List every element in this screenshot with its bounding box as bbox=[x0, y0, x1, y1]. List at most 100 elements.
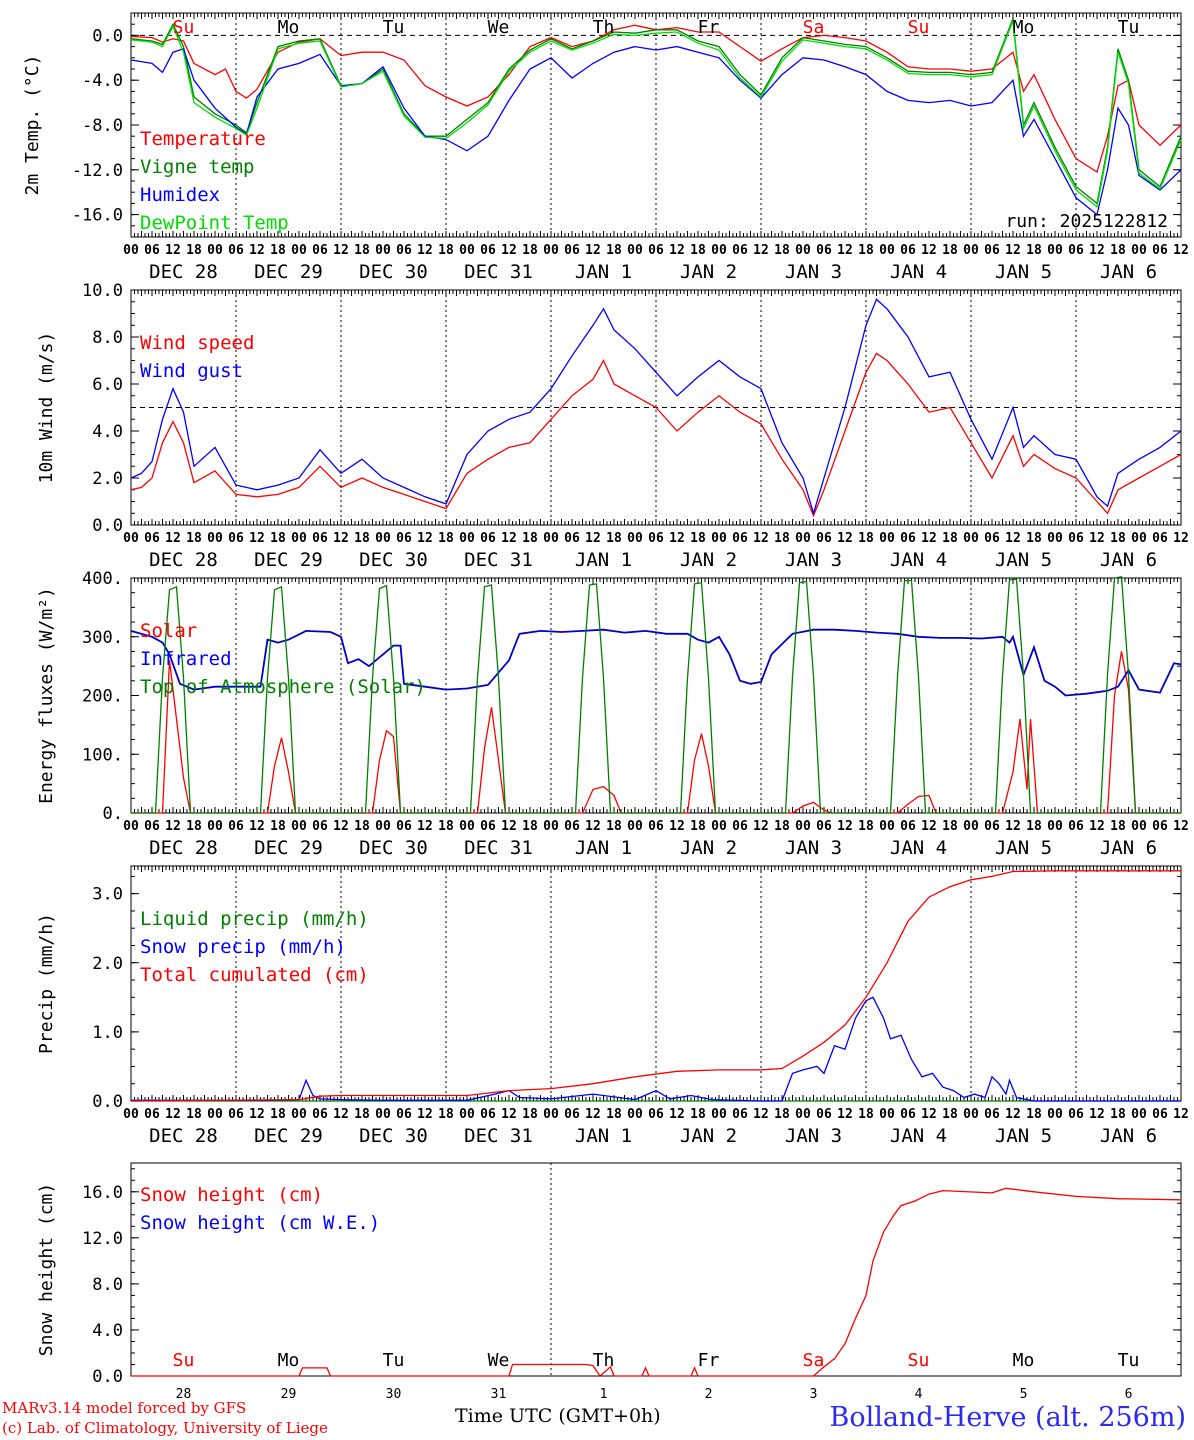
x-date-label: JAN 6 bbox=[1100, 837, 1157, 859]
x-hour-label: 12 bbox=[669, 243, 685, 258]
x-date-label: DEC 29 bbox=[254, 1125, 323, 1147]
x-date-label: JAN 3 bbox=[785, 549, 842, 571]
x-date-label: JAN 1 bbox=[575, 1125, 632, 1147]
y-tick-label: 2.0 bbox=[92, 469, 123, 489]
y-axis-label: 2m Temp. (°C) bbox=[22, 55, 43, 196]
weekday-label: Tu bbox=[1118, 1350, 1140, 1371]
x-hour-label: 00 bbox=[207, 819, 223, 834]
weekday-label: Fr bbox=[698, 1350, 720, 1371]
x-hour-label: 00 bbox=[795, 819, 811, 834]
x-hour-label: 06 bbox=[900, 531, 916, 546]
x-hour-label: 06 bbox=[984, 1107, 1000, 1122]
x-date-label: JAN 6 bbox=[1100, 1125, 1157, 1147]
x-hour-label: 06 bbox=[900, 819, 916, 834]
x-hour-label: 12 bbox=[1173, 243, 1189, 258]
x-hour-label: 12 bbox=[921, 531, 937, 546]
x-hour-label: 06 bbox=[312, 531, 328, 546]
y-tick-label: 3.0 bbox=[92, 885, 123, 905]
x-hour-label: 18 bbox=[270, 531, 286, 546]
x-day-number: 4 bbox=[915, 1387, 923, 1400]
x-hour-label: 12 bbox=[501, 531, 517, 546]
x-hour-label: 12 bbox=[921, 1107, 937, 1122]
weekday-label: Mo bbox=[278, 17, 300, 38]
x-day-number: 31 bbox=[491, 1387, 507, 1400]
x-hour-label: 06 bbox=[732, 819, 748, 834]
x-hour-label: 00 bbox=[207, 243, 223, 258]
x-date-label: JAN 5 bbox=[995, 261, 1052, 283]
x-hour-label: 06 bbox=[228, 243, 244, 258]
series-line-top-of-atmosphere-solar- bbox=[131, 576, 1181, 814]
legend-entry: Solar bbox=[140, 620, 197, 642]
x-hour-label: 00 bbox=[1047, 1107, 1063, 1122]
y-tick-label: 2.0 bbox=[92, 954, 123, 974]
x-hour-label: 18 bbox=[606, 243, 622, 258]
x-hour-label: 18 bbox=[438, 531, 454, 546]
model-credit-line2: (c) Lab. of Climatology, University of L… bbox=[2, 1419, 328, 1437]
x-hour-label: 18 bbox=[774, 819, 790, 834]
x-date-label: DEC 28 bbox=[149, 261, 218, 283]
legend-entry: Humidex bbox=[140, 184, 220, 206]
x-hour-label: 12 bbox=[333, 531, 349, 546]
x-day-number: 28 bbox=[176, 1387, 192, 1400]
x-hour-label: 00 bbox=[795, 531, 811, 546]
x-hour-label: 06 bbox=[396, 243, 412, 258]
x-hour-label: 18 bbox=[354, 531, 370, 546]
y-tick-label: 16.0 bbox=[82, 1183, 123, 1203]
x-hour-label: 00 bbox=[543, 819, 559, 834]
weekday-label: We bbox=[488, 17, 510, 38]
x-hour-label: 06 bbox=[648, 1107, 664, 1122]
x-date-label: DEC 28 bbox=[149, 1125, 218, 1147]
x-hour-label: 06 bbox=[816, 243, 832, 258]
x-hour-label: 18 bbox=[438, 243, 454, 258]
weekday-label: Su bbox=[173, 17, 195, 38]
series-line-dewpoint-temp bbox=[130, 20, 1182, 208]
x-hour-label: 18 bbox=[438, 819, 454, 834]
y-tick-label: 0.0 bbox=[92, 26, 123, 46]
x-hour-label: 18 bbox=[1026, 531, 1042, 546]
x-hour-label: 18 bbox=[270, 243, 286, 258]
x-hour-label: 18 bbox=[270, 819, 286, 834]
y-tick-label: 8.0 bbox=[92, 328, 123, 348]
x-hour-label: 00 bbox=[879, 819, 895, 834]
x-hour-label: 12 bbox=[837, 243, 853, 258]
x-date-label: DEC 30 bbox=[359, 549, 428, 571]
weekday-label: Mo bbox=[1013, 1350, 1035, 1371]
x-hour-label: 18 bbox=[858, 819, 874, 834]
x-hour-label: 00 bbox=[795, 243, 811, 258]
x-hour-label: 12 bbox=[333, 819, 349, 834]
y-tick-label: 100. bbox=[82, 745, 123, 765]
panel-3: 0. 100. 200. 300. 400. Energy fluxes (W/m²) So… bbox=[36, 569, 1189, 859]
x-date-label: DEC 31 bbox=[464, 1125, 533, 1147]
x-hour-label: 00 bbox=[123, 531, 139, 546]
x-hour-label: 12 bbox=[753, 531, 769, 546]
series-line-snow-height-cm- bbox=[131, 1187, 1182, 1377]
weekday-label: Fr bbox=[698, 17, 720, 38]
x-hour-label: 12 bbox=[753, 243, 769, 258]
weekday-label: Su bbox=[908, 17, 930, 38]
x-hour-label: 00 bbox=[627, 819, 643, 834]
weekday-label: Su bbox=[908, 1350, 930, 1371]
model-credit: MARv3.14 model forced by GFS (c) Lab. of… bbox=[2, 1398, 328, 1438]
x-hour-label: 12 bbox=[1089, 243, 1105, 258]
series-line-temperature bbox=[130, 24, 1182, 174]
x-hour-label: 18 bbox=[858, 531, 874, 546]
x-hour-label: 18 bbox=[522, 819, 538, 834]
x-hour-label: 06 bbox=[312, 1107, 328, 1122]
weekday-label: Mo bbox=[278, 1350, 300, 1371]
x-hour-label: 06 bbox=[144, 243, 160, 258]
x-hour-label: 06 bbox=[312, 819, 328, 834]
x-hour-label: 00 bbox=[543, 1107, 559, 1122]
x-hour-label: 00 bbox=[879, 1107, 895, 1122]
x-hour-label: 00 bbox=[627, 531, 643, 546]
x-hour-label: 00 bbox=[543, 243, 559, 258]
x-hour-label: 00 bbox=[375, 819, 391, 834]
x-hour-label: 18 bbox=[606, 531, 622, 546]
series-line-vigne-temp bbox=[130, 18, 1182, 205]
x-hour-label: 06 bbox=[732, 243, 748, 258]
x-hour-label: 12 bbox=[1005, 1107, 1021, 1122]
weekday-label: Sa bbox=[803, 17, 825, 38]
x-date-label: DEC 31 bbox=[464, 837, 533, 859]
x-date-label: JAN 1 bbox=[575, 549, 632, 571]
y-tick-label: 4.0 bbox=[92, 1321, 123, 1341]
